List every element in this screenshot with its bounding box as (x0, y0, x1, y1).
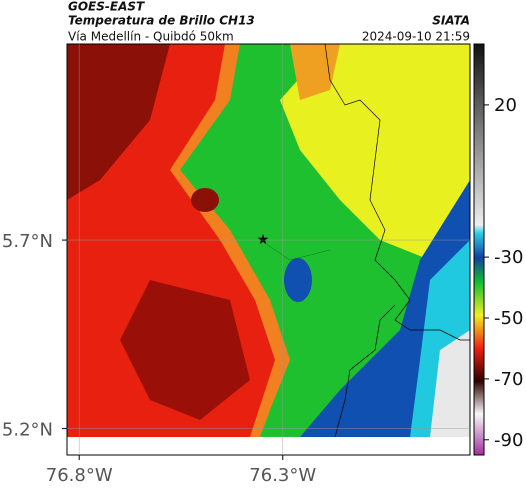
colorbar-tick-label: -30 (494, 247, 523, 268)
colorbar (473, 43, 485, 456)
colorbar-tick-label: 20 (494, 95, 517, 116)
map-frame (66, 43, 471, 456)
lon-tick-label: 76.8°W (46, 465, 113, 486)
lat-tick-label: 5.7°N (2, 231, 53, 252)
colorbar-tick-label: -90 (494, 430, 523, 451)
subtitle: Vía Medellín - Quibdó 50km (68, 30, 234, 44)
source: GOES-EAST (68, 0, 145, 14)
lon-tick-label: 76.3°W (249, 465, 316, 486)
colorbar-tick-label: -70 (494, 369, 523, 390)
brightness-map (67, 44, 470, 437)
colorbar-tick-label: -50 (494, 308, 523, 329)
lat-tick-label: 5.2°N (2, 420, 53, 441)
title: Temperatura de Brillo CH13 (68, 14, 255, 28)
org: SIATA (432, 14, 470, 28)
datetime: 2024-09-10 21:59 (362, 30, 470, 44)
